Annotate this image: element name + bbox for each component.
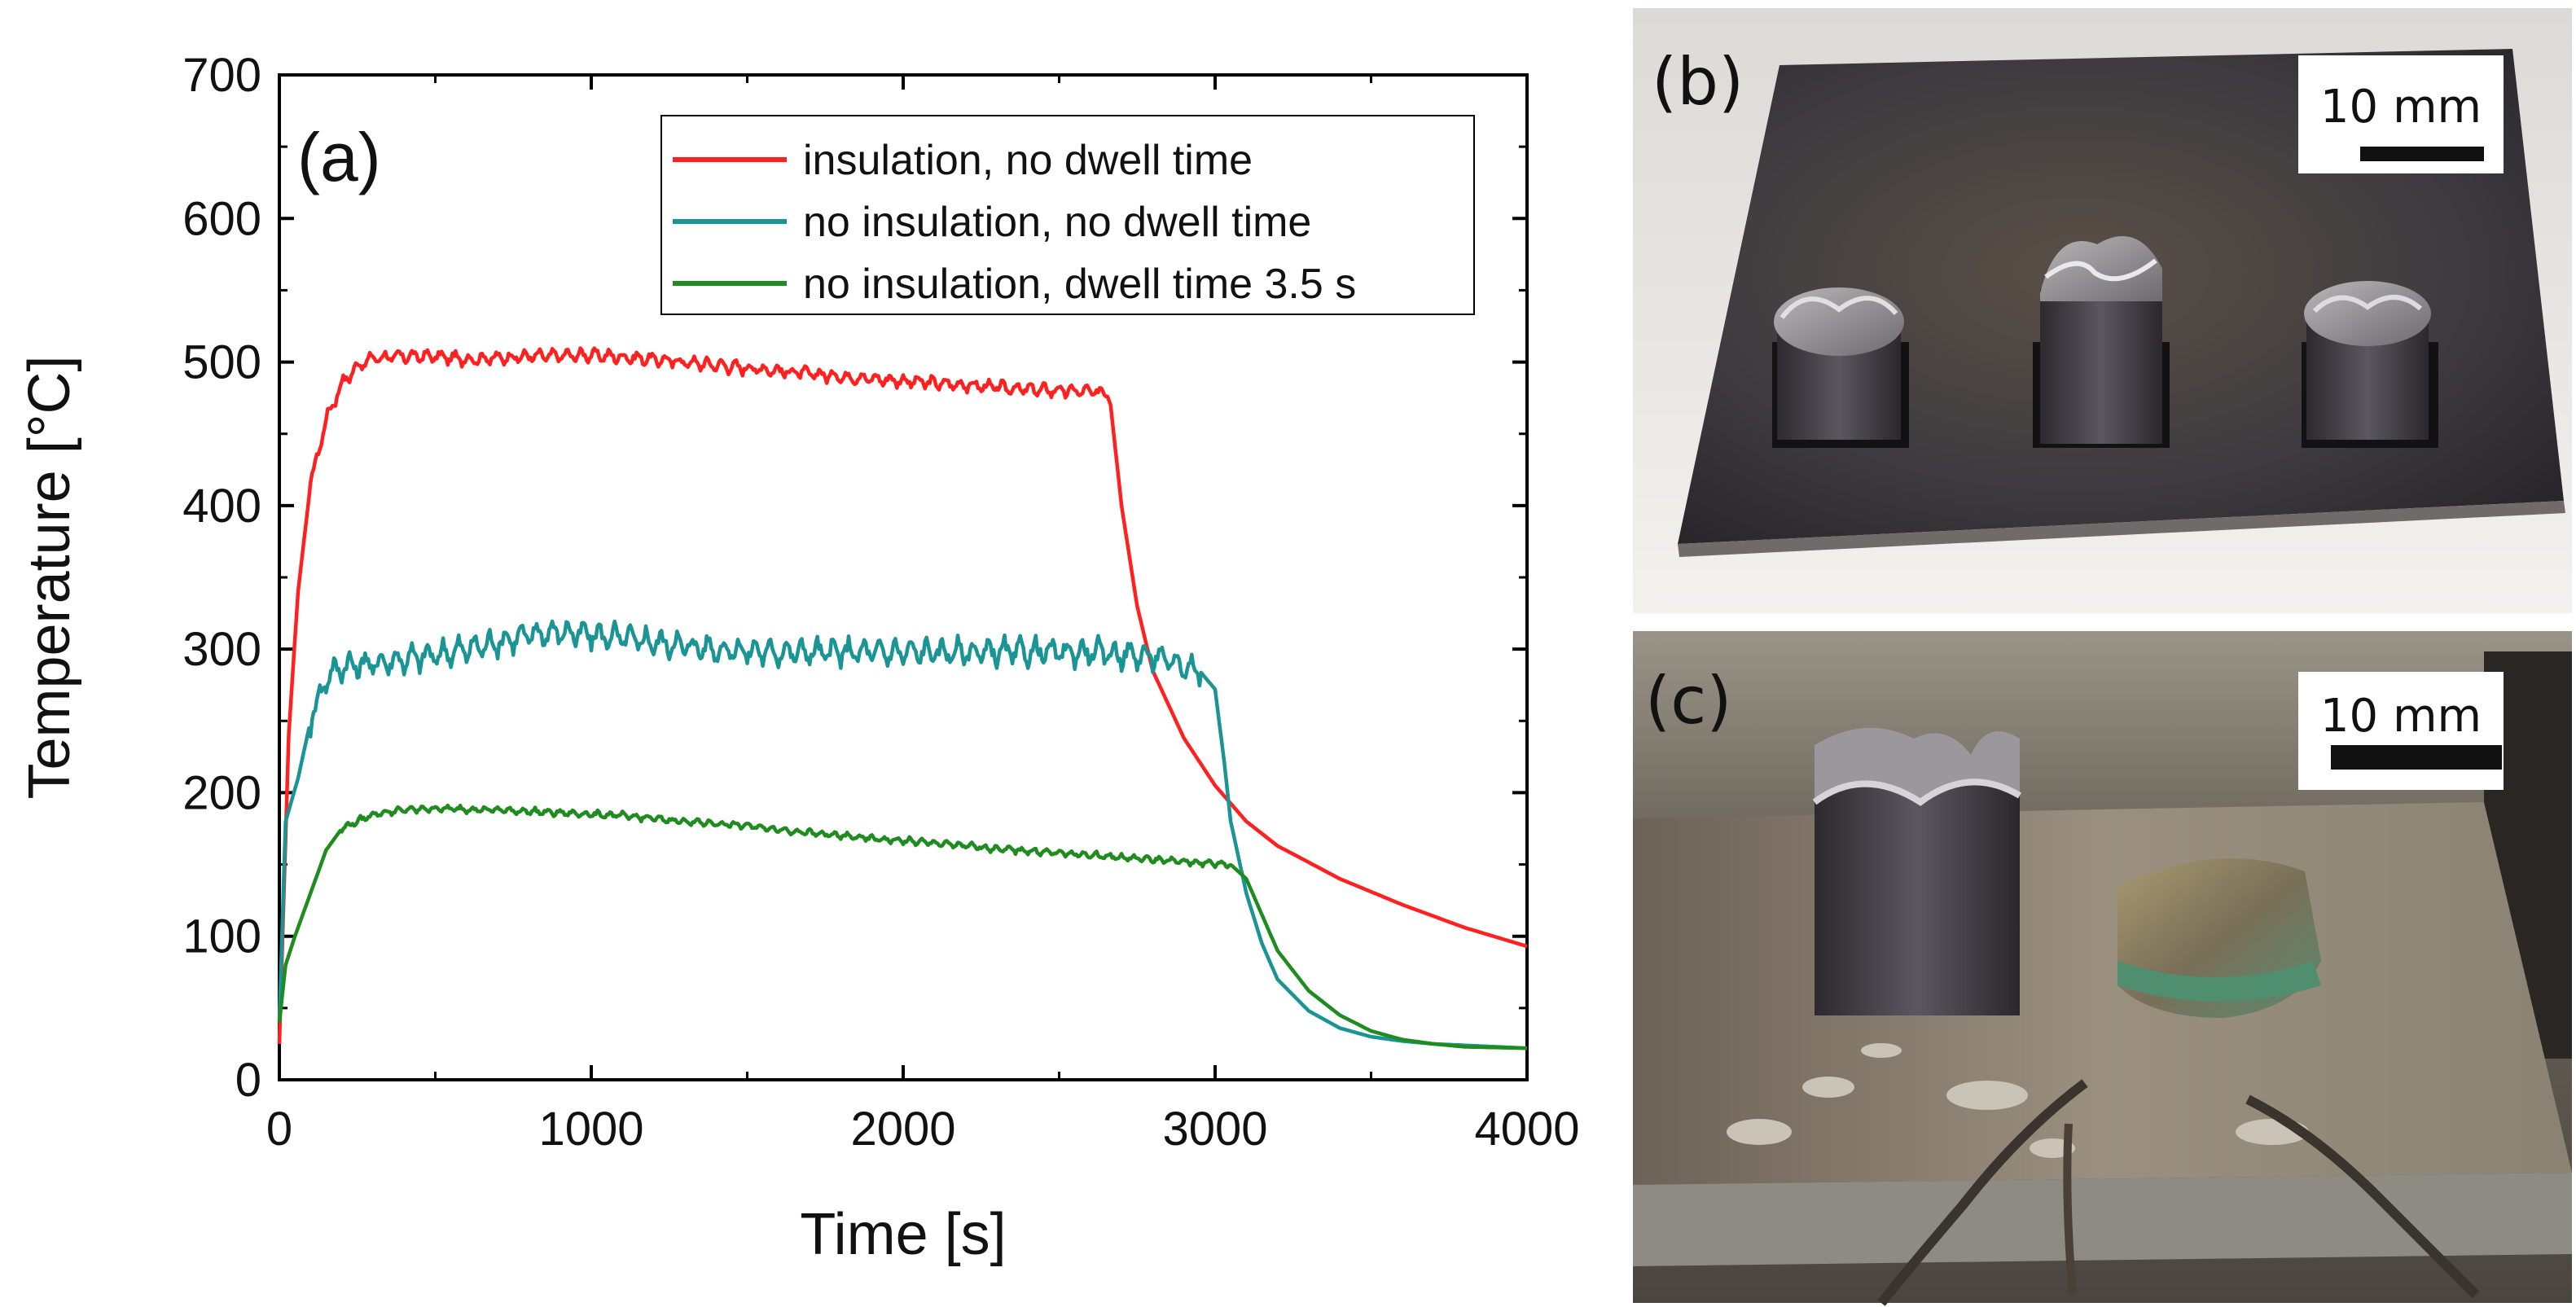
photo-panel-c: (c) 10 mm <box>1633 631 2572 1303</box>
y-tick-label: 400 <box>182 480 261 533</box>
legend-label: no insulation, dwell time 3.5 s <box>803 261 1356 308</box>
panel-label-a: (a) <box>297 119 381 195</box>
x-axis-label: Time [s] <box>800 1202 1006 1267</box>
photo-c-scale-line <box>2331 745 2502 770</box>
x-tick-label: 2000 <box>850 1103 955 1156</box>
y-tick-label: 700 <box>182 49 261 102</box>
photo-b-cube-right <box>2302 281 2438 448</box>
y-tick-label: 200 <box>182 766 261 819</box>
photo-panel-b: (b) 10 mm <box>1633 8 2572 613</box>
y-tick-label: 0 <box>235 1054 261 1107</box>
legend-label: insulation, no dwell time <box>803 137 1253 184</box>
photo-b-scale-line <box>2360 147 2484 161</box>
photo-c-cube-left <box>1815 728 2020 1015</box>
x-tick-label: 0 <box>266 1103 292 1156</box>
photo-c-cube-right <box>2117 858 2321 1018</box>
photo-b-cube-middle <box>2033 236 2170 448</box>
photo-b-scale-text: 10 mm <box>2320 81 2482 134</box>
photo-b-label: (b) <box>1652 44 1744 120</box>
y-tick-label: 100 <box>182 910 261 963</box>
photo-b-cube-left <box>1772 287 1909 448</box>
legend: insulation, no dwell time no insulation, … <box>661 116 1474 314</box>
y-tick-label: 300 <box>182 623 261 676</box>
legend-label: no insulation, no dwell time <box>803 199 1311 246</box>
photo-c-label: (c) <box>1645 663 1731 739</box>
photo-c-scale-bar: 10 mm <box>2298 672 2504 790</box>
photo-c-scale-text: 10 mm <box>2320 690 2482 743</box>
y-tick-label: 500 <box>182 336 261 389</box>
y-tick-label: 600 <box>182 192 261 245</box>
temperature-chart: 0 100 200 300 400 500 600 700 0 1000 2000 3000 4000… <box>17 49 1580 1267</box>
photo-b-scale-bar: 10 mm <box>2298 55 2504 173</box>
y-axis-label: Temperature [°C] <box>17 356 82 800</box>
figure: 0 100 200 300 400 500 600 700 0 1000 2000 3000 4000… <box>0 0 2576 1307</box>
x-tick-label: 1000 <box>538 1103 643 1156</box>
x-tick-label: 4000 <box>1474 1103 1579 1156</box>
x-tick-label: 3000 <box>1162 1103 1267 1156</box>
